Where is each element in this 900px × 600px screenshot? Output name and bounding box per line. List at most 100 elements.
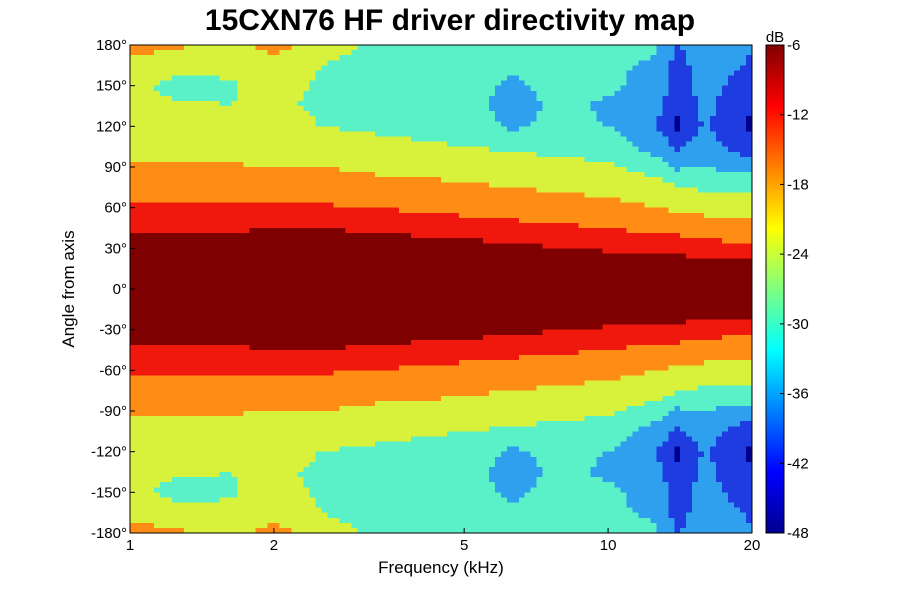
heatmap-cell [345,375,352,382]
heatmap-cell [327,182,334,188]
heatmap-cell [309,207,316,214]
heatmap-cell [231,426,239,432]
heatmap-cell [429,161,436,168]
heatmap-cell [405,283,412,290]
heatmap-cell [327,375,334,382]
heatmap-cell [219,268,227,275]
heatmap-cell [249,121,257,127]
heatmap-cell [195,304,203,310]
heatmap-cell [130,106,137,112]
heatmap-cell [141,207,149,214]
heatmap-cell [345,217,352,224]
heatmap-cell [327,365,334,371]
heatmap-cell [315,141,322,148]
heatmap-cell [369,106,376,112]
heatmap-cell [399,70,406,77]
heatmap-cell [375,436,382,443]
heatmap-cell [405,177,412,183]
heatmap-cell [291,517,299,524]
heatmap-cell [147,151,155,158]
heatmap-cell [285,472,293,478]
heatmap-cell [381,411,388,417]
heatmap-cell [435,375,442,382]
heatmap-cell [423,405,430,412]
heatmap-cell [405,222,412,229]
heatmap-cell [207,380,215,387]
heatmap-cell [387,350,394,356]
heatmap-cell [201,487,209,493]
heatmap-cell [435,441,442,448]
heatmap-cell [255,131,263,138]
heatmap-cell [399,243,406,249]
heatmap-cell [435,278,442,285]
heatmap-cell [309,436,316,443]
heatmap-cell [267,233,275,239]
heatmap-cell [417,441,424,448]
heatmap-cell [387,456,394,463]
heatmap-cell [285,268,293,275]
heatmap-cell [285,197,293,204]
heatmap-cell [291,344,299,351]
heatmap-cell [339,233,346,239]
heatmap-cell [195,527,203,534]
heatmap-cell [345,85,352,92]
heatmap-cell [201,411,209,417]
heatmap-cell [165,426,173,432]
heatmap-cell [261,161,269,168]
heatmap-cell [297,172,305,178]
heatmap-cell [189,339,197,346]
heatmap-cell [219,212,227,219]
heatmap-cell [387,431,394,438]
heatmap-cell [381,487,388,493]
heatmap-cell [333,492,340,499]
heatmap-cell [399,141,406,148]
heatmap-cell [183,304,191,310]
heatmap-cell [207,421,215,427]
heatmap-cell [207,146,215,153]
heatmap-cell [147,451,155,458]
heatmap-cell [177,187,185,194]
heatmap-cell [159,146,167,153]
heatmap-cell [357,492,364,499]
heatmap-cell [315,100,322,107]
heatmap-cell [333,339,340,346]
heatmap-cell [369,426,376,432]
heatmap-cell [405,268,412,275]
heatmap-cell [231,283,239,290]
heatmap-cell [231,263,239,270]
heatmap-cell [423,253,430,260]
heatmap-cell [393,411,400,417]
heatmap-cell [177,421,185,427]
heatmap-cell [351,517,358,524]
heatmap-cell [303,50,311,56]
heatmap-cell [345,253,352,260]
heatmap-cell [201,289,209,295]
heatmap-cell [339,243,346,249]
heatmap-cell [285,339,293,346]
heatmap-cell [213,141,221,148]
heatmap-cell [195,451,203,458]
heatmap-cell [249,299,257,305]
heatmap-cell [315,192,322,199]
heatmap-cell [159,212,167,219]
heatmap-cell [285,487,293,493]
heatmap-cell [351,222,358,229]
heatmap-cell [429,50,436,56]
heatmap-cell [297,446,305,453]
heatmap-cell [141,192,149,199]
heatmap-cell [159,80,167,87]
heatmap-cell [369,65,376,72]
heatmap-cell [297,426,305,432]
heatmap-cell [381,263,388,270]
heatmap-cell [399,502,406,509]
heatmap-cell [267,258,275,265]
heatmap-cell [435,268,442,275]
heatmap-cell [141,222,149,229]
heatmap-cell [423,116,430,122]
heatmap-cell [219,477,227,483]
heatmap-cell [435,324,442,331]
heatmap-cell [345,121,352,127]
heatmap-cell [321,416,328,422]
heatmap-cell [315,126,322,133]
heatmap-cell [429,156,436,163]
